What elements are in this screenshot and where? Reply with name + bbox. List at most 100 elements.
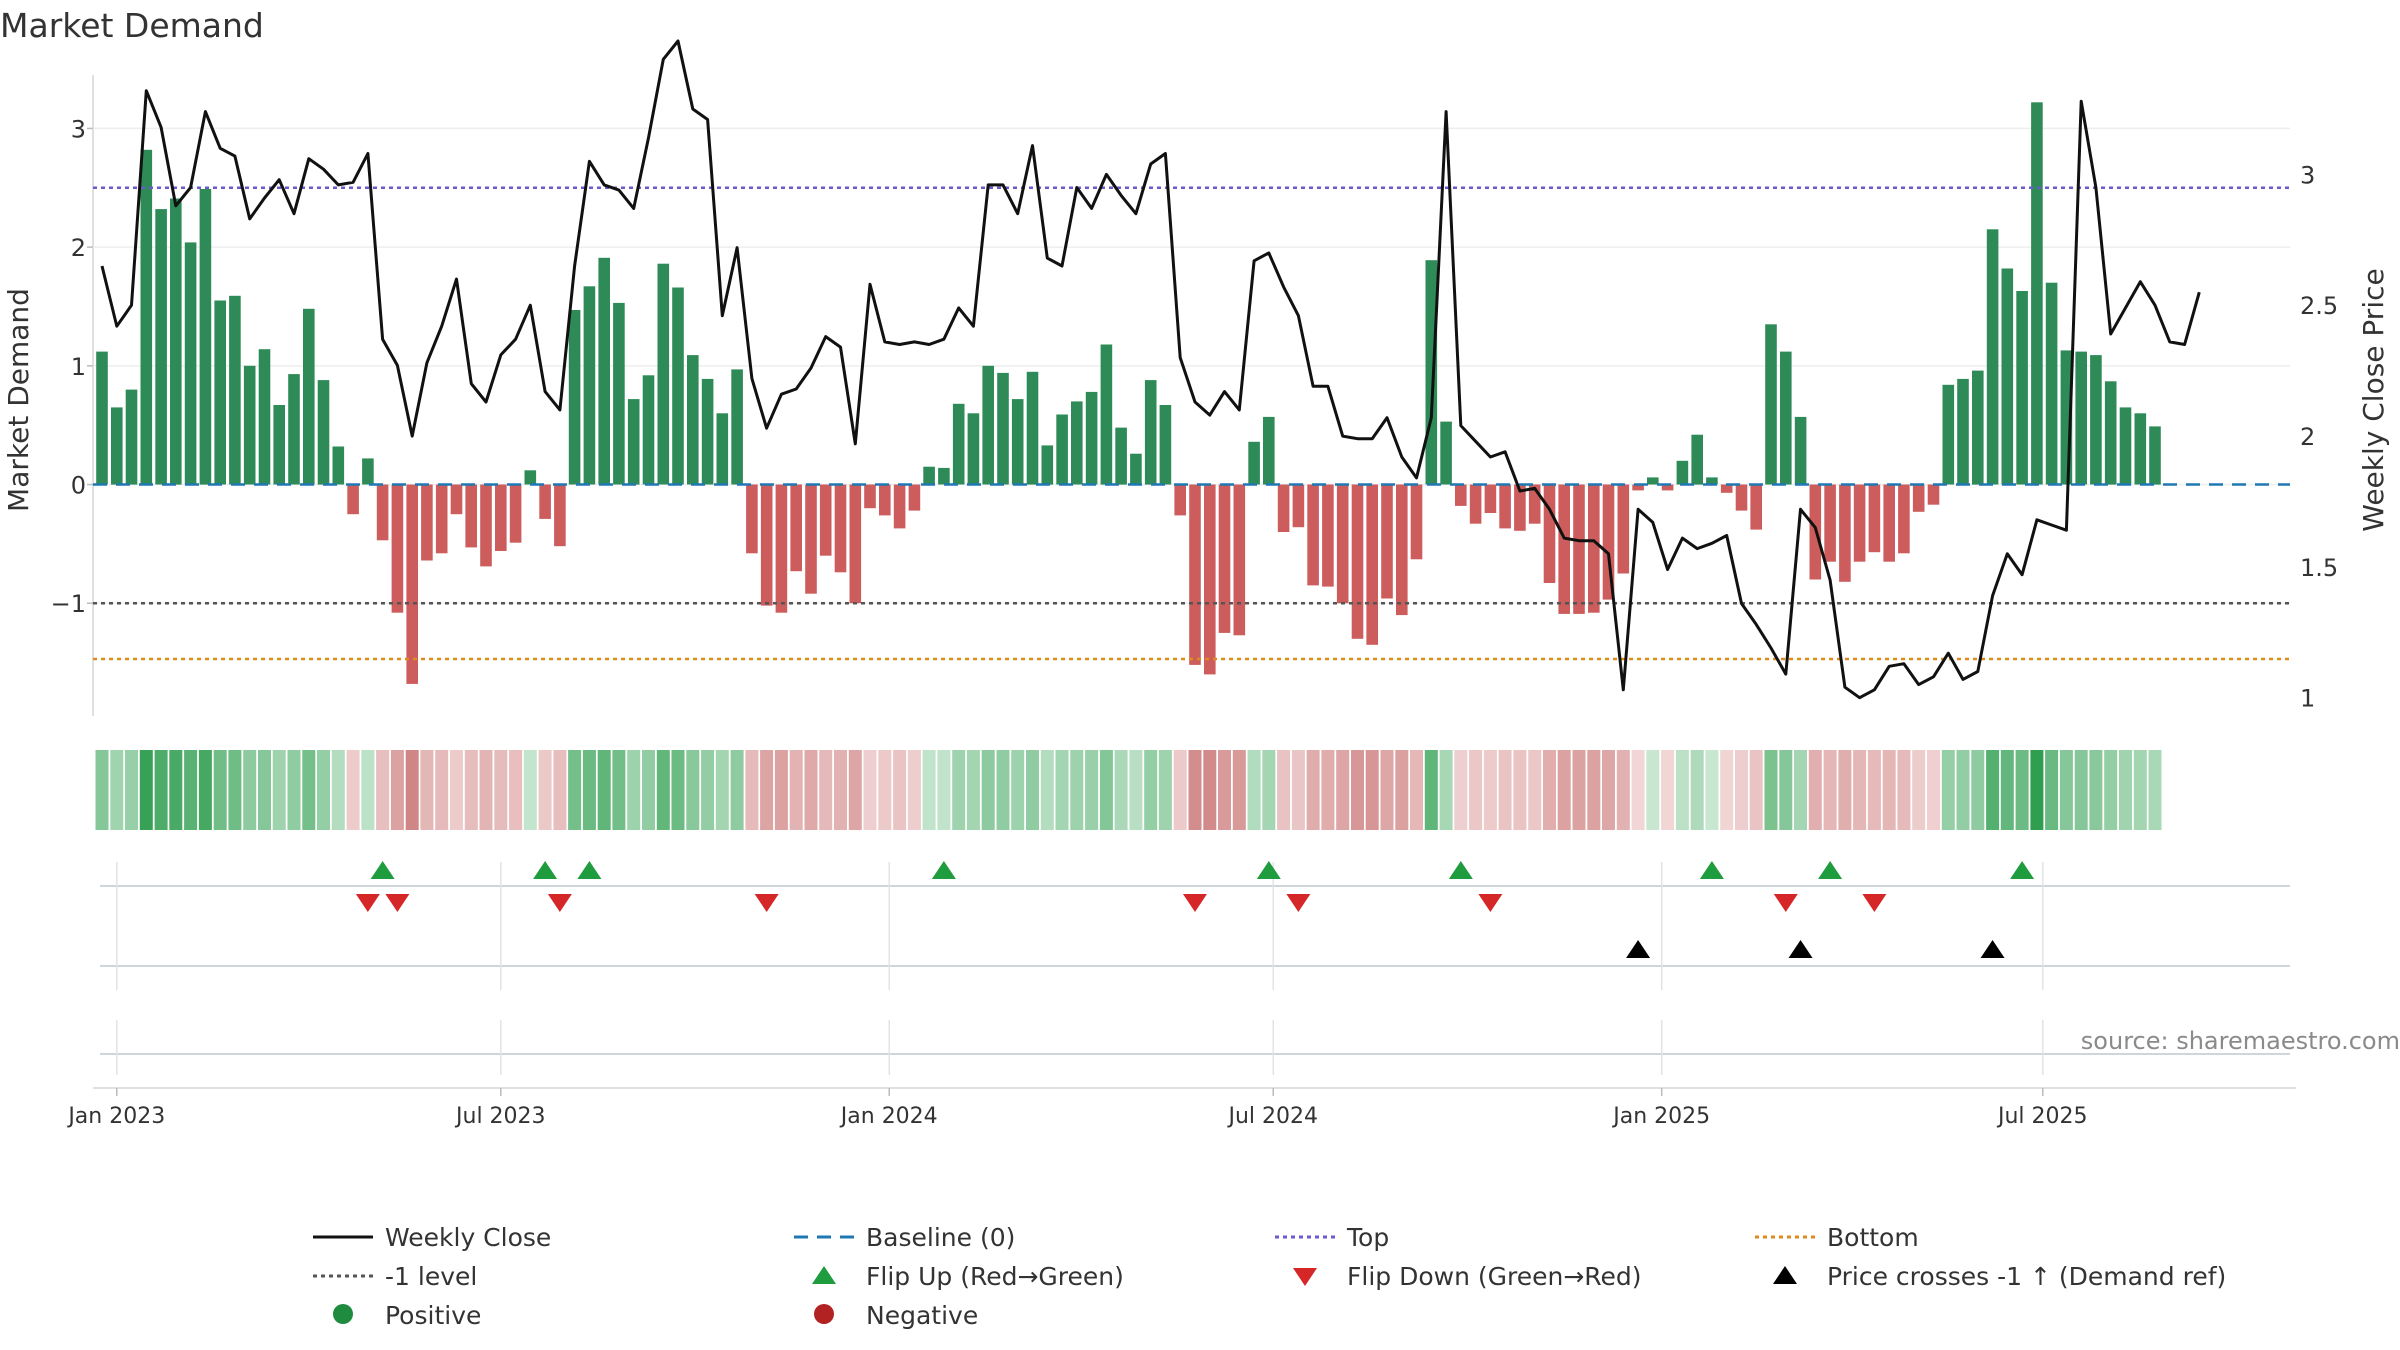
chart-title: Market Demand: [0, 6, 264, 45]
heat-cell: [1735, 750, 1748, 830]
heat-cell: [848, 750, 862, 830]
price-cross-marker: [1626, 940, 1651, 958]
demand-bar-positive: [2075, 351, 2087, 485]
demand-bar-negative: [1735, 484, 1748, 511]
heat-cell: [819, 750, 833, 830]
demand-bar-positive: [1942, 384, 1955, 485]
demand-bar-positive: [1765, 324, 1777, 485]
demand-bar-negative: [1366, 484, 1378, 645]
legend-item-baseline: Baseline (0): [794, 1223, 1015, 1252]
legend-swatch-flip-down: [1293, 1268, 1317, 1286]
heat-cell: [1306, 750, 1320, 830]
demand-bar-positive: [2149, 426, 2161, 485]
demand-bar-positive: [1130, 453, 1142, 485]
heat-cell: [1129, 750, 1143, 830]
demand-bar-negative: [1868, 484, 1881, 553]
demand-bar-positive: [258, 349, 271, 485]
demand-bar-positive: [568, 310, 581, 485]
legend-item-price-cross: Price crosses -1 ↑ (Demand ref): [1773, 1262, 2226, 1291]
demand-bar-positive: [303, 308, 315, 485]
heat-cell: [1631, 750, 1645, 830]
heat-cell: [390, 750, 404, 830]
demand-bar-negative: [1750, 484, 1762, 530]
heat-cell: [774, 750, 788, 830]
demand-bar-negative: [539, 484, 551, 519]
heat-cell: [317, 750, 330, 830]
heat-cell: [1011, 750, 1025, 830]
heat-cell: [1040, 750, 1054, 830]
flip-up-markers: [370, 861, 2035, 879]
y2-tick-label: 3: [2300, 161, 2315, 189]
y-tick-label: 3: [71, 115, 86, 143]
demand-bar-negative: [554, 484, 566, 547]
demand-bar-negative: [421, 484, 433, 561]
y2-tick-label: 1: [2300, 685, 2315, 713]
demand-bar-negative: [1469, 484, 1482, 524]
reference-lines: [93, 186, 2290, 661]
flip-down-marker: [1478, 894, 1503, 912]
heat-cell: [952, 750, 966, 830]
demand-bar-negative: [790, 484, 802, 572]
price-cross-markers: [1626, 940, 2005, 958]
price-cross-marker: [1980, 940, 2005, 958]
demand-bar-negative: [1455, 484, 1467, 506]
flip-down-marker: [385, 894, 410, 912]
heat-cell: [361, 750, 375, 830]
heat-cell: [1439, 750, 1453, 830]
heat-cell: [1690, 750, 1704, 830]
demand-bar-negative: [1617, 484, 1630, 574]
demand-bar-negative: [347, 484, 359, 515]
demand-bar-negative: [480, 484, 492, 567]
demand-bar-positive: [1957, 378, 1969, 485]
flip-up-marker: [577, 861, 602, 879]
demand-bar-positive: [317, 380, 330, 485]
heat-cell: [1897, 750, 1911, 830]
heat-cell: [656, 750, 670, 830]
legend-swatch-flip-up: [812, 1266, 836, 1284]
legend-label-bottom: Bottom: [1827, 1223, 1919, 1252]
demand-bar-positive: [184, 242, 197, 485]
heat-cell: [701, 750, 715, 830]
heat-cell: [996, 750, 1010, 830]
legend-label-minus-one: -1 level: [385, 1262, 477, 1291]
demand-bar-negative: [1292, 484, 1305, 528]
demand-bar-positive: [716, 413, 729, 485]
heat-cell: [346, 750, 360, 830]
demand-bar-positive: [362, 458, 374, 485]
legend-item-weekly-close: Weekly Close: [313, 1223, 551, 1252]
demand-bar-positive: [1248, 441, 1260, 485]
legend-label-top: Top: [1346, 1223, 1389, 1252]
demand-bar-negative: [746, 484, 758, 554]
heat-cell: [1262, 750, 1276, 830]
demand-bar-positive: [229, 295, 241, 485]
demand-bar-positive: [2104, 381, 2117, 485]
heat-cell: [405, 750, 419, 830]
demand-bar-positive: [1071, 401, 1083, 485]
demand-bar-negative: [1883, 484, 1895, 562]
x-tick-label: Jan 2025: [1611, 1104, 1710, 1129]
heat-cell: [154, 750, 168, 830]
demand-bar-negative: [908, 484, 921, 511]
heat-cell: [538, 750, 552, 830]
heat-cell: [1867, 750, 1881, 830]
legend-item-bottom: Bottom: [1755, 1223, 1919, 1252]
flip-down-marker: [355, 894, 380, 912]
demand-bar-negative: [1189, 484, 1201, 665]
heat-cell: [1483, 750, 1497, 830]
demand-bar-negative: [1204, 484, 1216, 675]
demand-bar-negative: [819, 484, 832, 556]
demand-bar-positive: [111, 407, 123, 485]
heat-cell: [1528, 750, 1542, 830]
demand-bar-negative: [1927, 484, 1940, 505]
heat-cell: [1026, 750, 1039, 830]
legend: Weekly Close Baseline (0) Top Bottom -1 …: [313, 1223, 2226, 1330]
heat-cell: [1941, 750, 1955, 830]
demand-bar-negative: [1588, 484, 1600, 613]
demand-bar-negative: [805, 484, 817, 594]
heat-cell: [2089, 750, 2103, 830]
y-tick-label: −1: [51, 590, 86, 618]
demand-bar-negative: [1218, 484, 1231, 633]
demand-bar-positive: [1085, 391, 1098, 485]
demand-bars: [96, 102, 2161, 684]
heat-cell: [184, 750, 198, 830]
